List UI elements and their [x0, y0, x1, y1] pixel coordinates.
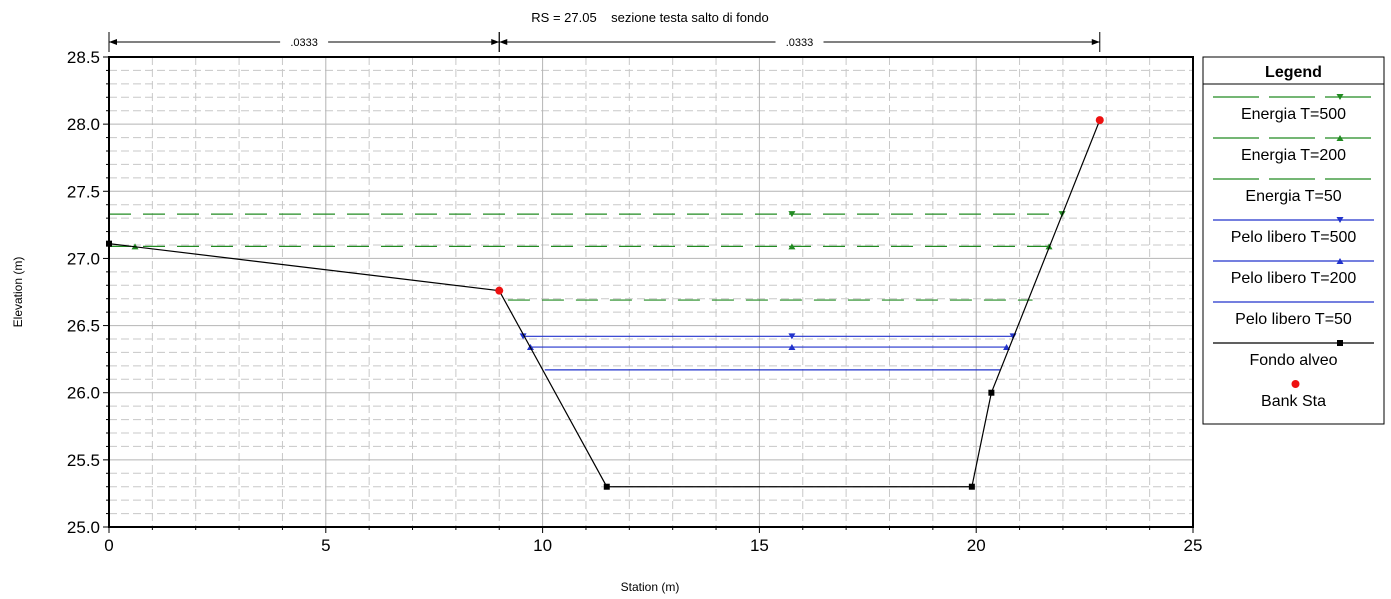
series-marker-pelo-libero-t-200: [788, 344, 796, 351]
legend-label-fondo-alveo: Fondo alveo: [1249, 352, 1337, 369]
x-axis-title: Station (m): [621, 580, 680, 594]
manning-arrow-head: [1091, 39, 1100, 45]
series-marker-bank-sta: [495, 286, 504, 295]
y-tick-label: 25.5: [67, 451, 100, 470]
plot-area: [109, 57, 1193, 527]
x-tick-label: 10: [533, 536, 552, 555]
series-marker-bank-sta: [1095, 116, 1104, 125]
series-marker-energia-t-500: [788, 211, 796, 218]
manning-arrow-head: [499, 39, 508, 45]
legend-marker-energia-t-500: [1336, 94, 1344, 100]
legend-label-bank-sta: Bank Sta: [1261, 393, 1326, 410]
chart-title: RS = 27.05 sezione testa salto di fondo: [531, 10, 768, 25]
series-marker-fondo-alveo: [968, 483, 975, 490]
manning-arrow-head: [109, 39, 117, 45]
x-tick-label: 5: [321, 536, 330, 555]
x-tick-label: 20: [967, 536, 986, 555]
legend-label-energia-t-50: Energia T=50: [1245, 188, 1341, 205]
legend-label-pelo-libero-t-50: Pelo libero T=50: [1235, 311, 1352, 328]
series-marker-energia-t-200: [788, 243, 796, 250]
series-line-fondo-alveo: [108, 119, 1101, 488]
manning-n-label: .0333: [290, 37, 318, 49]
legend-marker-fondo-alveo: [1337, 340, 1343, 346]
plot-frame: [108, 56, 1194, 528]
y-tick-label: 28.0: [67, 115, 100, 134]
y-tick-label: 25.0: [67, 518, 100, 537]
y-tick-label: 26.0: [67, 384, 100, 403]
manning-n-label: .0333: [786, 37, 814, 49]
y-tick-label: 27.0: [67, 249, 100, 268]
y-tick-label: 26.5: [67, 317, 100, 336]
legend-label-pelo-libero-t-200: Pelo libero T=200: [1231, 270, 1357, 287]
series-marker-pelo-libero-t-500: [788, 333, 796, 340]
legend: Legend Energia T=500 Energia T=200 Energia …: [1202, 56, 1385, 425]
legend-marker-energia-t-200: [1336, 135, 1344, 141]
x-tick-label: 15: [750, 536, 769, 555]
legend-title: Legend: [1265, 64, 1322, 81]
legend-label-energia-t-500: Energia T=500: [1241, 106, 1346, 123]
legend-box: [1202, 56, 1385, 425]
legend-marker-bank-sta: [1291, 380, 1300, 388]
series-marker-fondo-alveo: [988, 389, 995, 396]
legend-label-pelo-libero-t-500: Pelo libero T=500: [1231, 229, 1357, 246]
x-tick-label: 0: [104, 536, 113, 555]
x-tick-label: 25: [1184, 536, 1203, 555]
plot-layer: 0 5 10 15 20 25 25.0 25.5 26.0 26.5 27.0 27.5 28.0 28…: [67, 32, 1203, 555]
y-tick-label: 28.5: [67, 48, 100, 67]
legend-marker-pelo-libero-t-200: [1336, 258, 1344, 264]
y-tick-label: 27.5: [67, 182, 100, 201]
y-axis-title: Elevation (m): [11, 257, 25, 328]
legend-marker-pelo-libero-t-500: [1336, 217, 1344, 223]
series-marker-pelo-libero-t-500: [519, 333, 527, 340]
manning-arrow-head: [491, 39, 500, 45]
series-marker-fondo-alveo: [603, 483, 610, 490]
legend-label-energia-t-200: Energia T=200: [1241, 147, 1346, 164]
